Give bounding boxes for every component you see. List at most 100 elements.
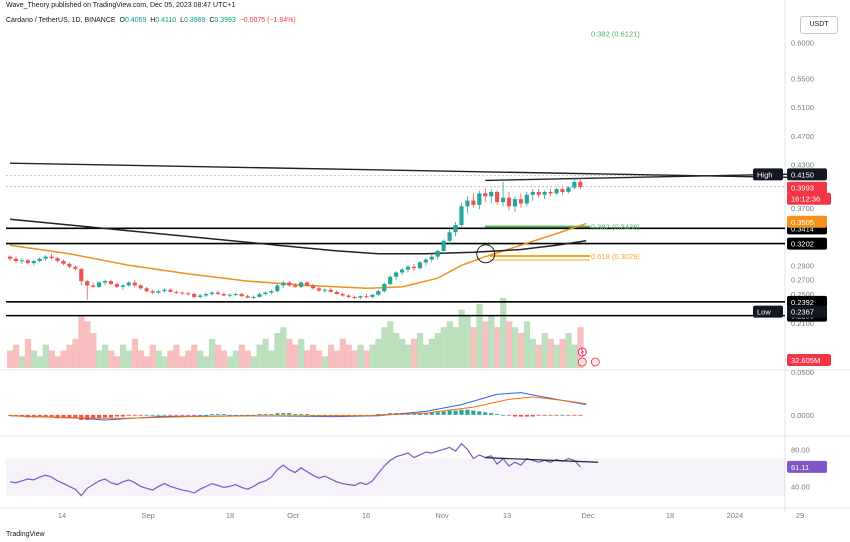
candle-body [530, 191, 535, 195]
volume-bar [464, 315, 471, 368]
macd-histogram-bar [180, 414, 185, 416]
macd-histogram-bar [465, 409, 470, 415]
candle-body [293, 285, 298, 287]
volume-bar [393, 333, 400, 368]
volume-bar [541, 333, 548, 368]
candle-body [25, 260, 30, 264]
currency-button[interactable]: USDT [800, 16, 838, 34]
macd-histogram-bar [150, 414, 155, 416]
trendline [9, 162, 801, 179]
candle-body [269, 291, 274, 293]
macd-histogram-bar [192, 414, 197, 416]
rsi-pane: 80.00 40.00 61.11 [6, 442, 827, 497]
fib-level-label: 0.382 (0.3438) [591, 223, 640, 232]
volume-bar [108, 350, 115, 368]
volume-bar [565, 333, 572, 368]
volume-bar [535, 344, 542, 368]
macd-histogram-bar [471, 410, 476, 415]
volume-bar [304, 350, 311, 368]
volume-bar [66, 344, 73, 368]
volume-bar [42, 344, 49, 368]
candle-body [400, 269, 405, 273]
macd-histogram-bar [7, 414, 13, 416]
macd-histogram-bar [227, 414, 232, 416]
level-tag-bg [787, 237, 827, 250]
tag-name: Low [757, 308, 771, 317]
price-tick-label: 0.5500 [791, 74, 814, 83]
candle-body [257, 294, 262, 297]
price-tag-bg [787, 305, 827, 318]
price-tag-value: 0.3505 [791, 218, 814, 227]
candle-body [417, 262, 422, 269]
candle-body [132, 282, 137, 286]
volume-bar [268, 350, 275, 368]
candle-body [346, 295, 351, 297]
volume-bar [90, 333, 97, 368]
candle-body [227, 294, 232, 296]
candle-body [233, 294, 238, 296]
candle-body [370, 294, 375, 297]
macd-histogram-bar [429, 412, 434, 415]
volume-bar [315, 350, 323, 368]
volume-bar [96, 350, 103, 368]
footer-logo-text: TradingView [6, 531, 45, 538]
candle-body [91, 285, 96, 287]
macd-histogram-bar [483, 412, 488, 415]
price-tag-bg [787, 181, 827, 194]
macd-histogram-bar [281, 413, 286, 415]
candle-body [459, 206, 464, 226]
candle-body [162, 289, 167, 292]
candle-body [322, 289, 327, 291]
volume-bar [321, 356, 329, 368]
candle-body [310, 285, 316, 289]
macd-histogram-bar [168, 414, 173, 416]
ohlc-low: 0.3969 [184, 17, 206, 24]
candle-body [67, 263, 72, 267]
earnings-flag-icon [590, 357, 600, 367]
rsi-tag-bg [787, 460, 827, 473]
ohlc-close: 0.3993 [214, 17, 236, 24]
candle-body [49, 256, 54, 259]
volume-bar [375, 338, 382, 368]
candle-body [548, 191, 553, 194]
candle-body [263, 292, 268, 295]
rsi-tick-label: 80.00 [791, 445, 810, 454]
volume-bar [60, 350, 67, 368]
candle-body [251, 296, 256, 298]
candle-body [120, 285, 125, 287]
volume-bar [232, 350, 240, 368]
volume-bar [250, 356, 257, 368]
volume-bar [405, 344, 412, 368]
fib-level-label: 0.382 (0.6121) [591, 30, 640, 39]
volume-bar [446, 321, 453, 368]
volume-bar [292, 344, 299, 368]
macd-histogram-bar [566, 414, 571, 416]
price-tag-value: 0.2367 [791, 308, 814, 317]
macd-histogram-bar [120, 414, 125, 417]
macd-histogram-bar [572, 414, 577, 416]
volume-bar [452, 327, 459, 368]
macd-histogram-bar [49, 414, 54, 418]
candle-body [316, 288, 321, 291]
candle-body [186, 293, 191, 295]
macd-histogram-bar [560, 414, 565, 416]
macd-histogram-bar [138, 414, 143, 416]
date-tick-label: 18 [666, 511, 674, 520]
volume-bar [488, 315, 495, 368]
candle-body [328, 289, 333, 292]
candle-body [61, 260, 66, 264]
candle-body [156, 291, 161, 293]
date-tick-label: Sep [141, 511, 154, 520]
volume-bars [7, 298, 584, 368]
volume-bar [274, 333, 281, 368]
volume-bar [226, 356, 234, 368]
volume-bar [363, 350, 370, 368]
macd-histogram-bar [162, 414, 167, 416]
rsi-divergence-line [485, 457, 599, 463]
volume-bar [416, 333, 424, 368]
tag-name-bg [753, 168, 783, 181]
volume-bar [125, 350, 133, 368]
volume-bar [179, 356, 186, 368]
date-tick-label: 18 [226, 511, 234, 520]
